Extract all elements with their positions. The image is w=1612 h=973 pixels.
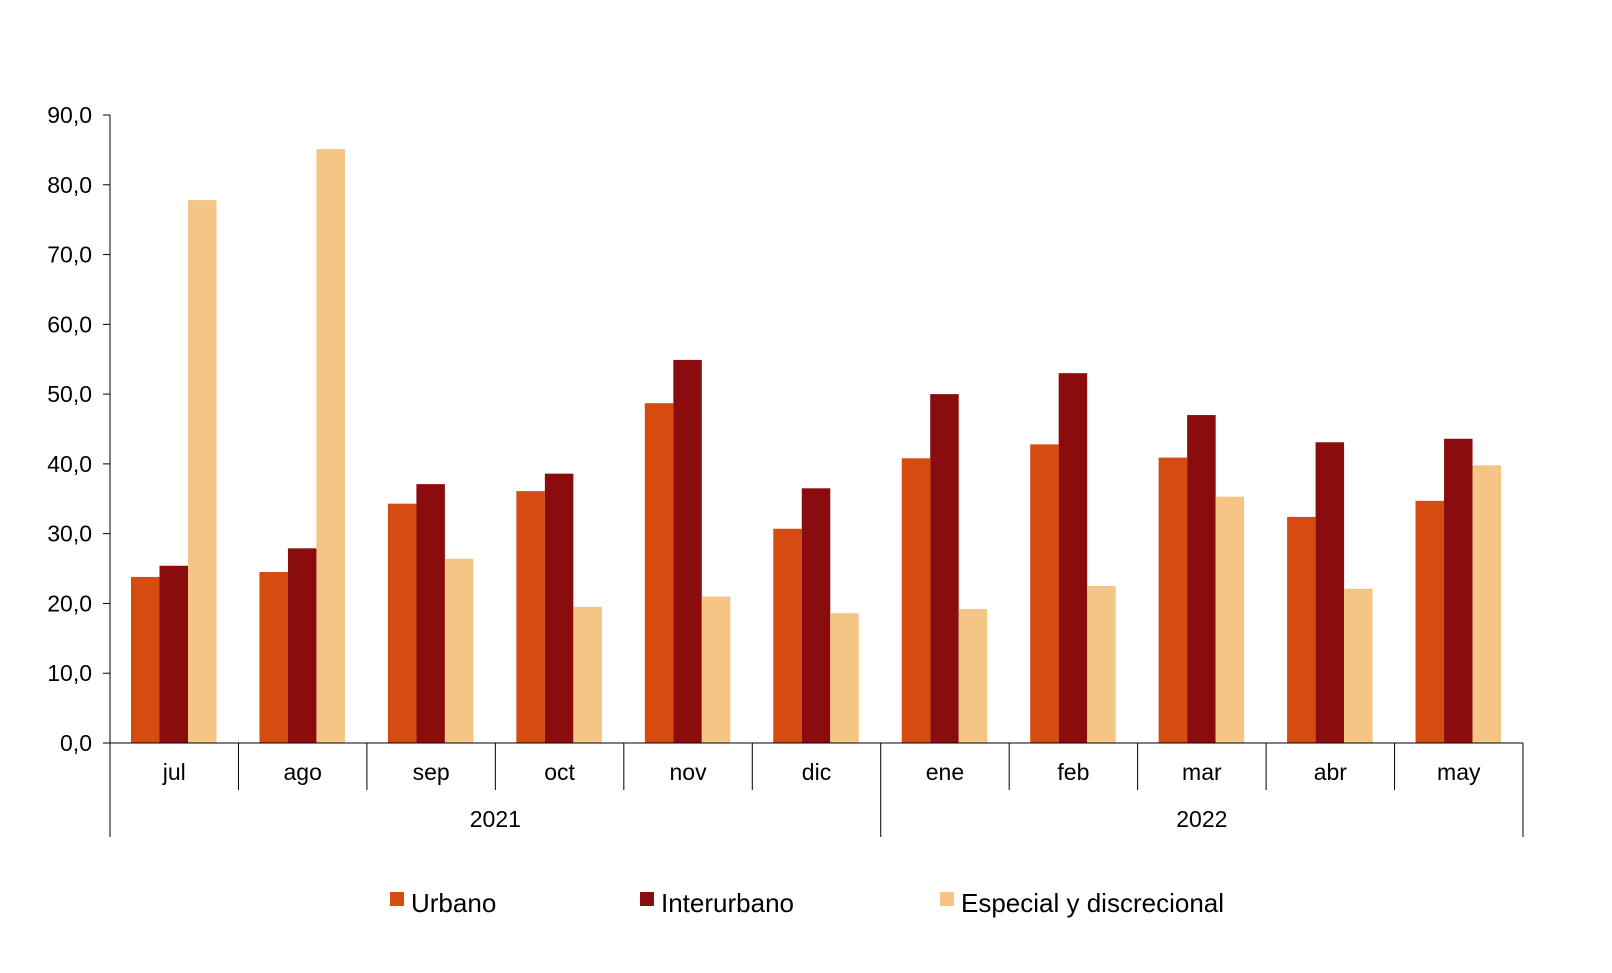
bar-urbano bbox=[1030, 444, 1059, 743]
bar-urbano bbox=[259, 572, 288, 743]
y-tick-label: 20,0 bbox=[47, 590, 92, 616]
y-tick-label: 40,0 bbox=[47, 451, 92, 477]
bar-especial-y-discrecional bbox=[958, 609, 988, 743]
legend-item-interurbano-label: Interurbano bbox=[661, 888, 794, 918]
x-category-label: oct bbox=[544, 759, 575, 785]
y-tick-label: 10,0 bbox=[47, 660, 92, 686]
bar-urbano bbox=[1287, 516, 1316, 743]
bar-urbano bbox=[644, 403, 674, 743]
bar-urbano bbox=[1158, 457, 1188, 743]
bar-especial-y-discrecional bbox=[1344, 588, 1373, 743]
legend: Urbano Interurbano Especial y discrecional bbox=[390, 888, 1224, 918]
bar-interurbano bbox=[1444, 438, 1473, 743]
bar-urbano bbox=[387, 503, 417, 743]
bar-urbano bbox=[516, 491, 545, 743]
bar-interurbano bbox=[930, 394, 959, 743]
bar-especial-y-discrecional bbox=[1472, 465, 1502, 743]
x-category-label: sep bbox=[413, 759, 450, 785]
y-tick-label: 60,0 bbox=[47, 311, 92, 337]
legend-item-especial-y-discrecional-label: Especial y discrecional bbox=[961, 888, 1224, 918]
y-tick-label: 90,0 bbox=[47, 102, 92, 128]
legend-item-urbano-swatch bbox=[390, 892, 404, 906]
y-tick-label: 70,0 bbox=[47, 242, 92, 268]
y-tick-label: 30,0 bbox=[47, 521, 92, 547]
legend-item-urbano-label: Urbano bbox=[411, 888, 496, 918]
x-category-label: feb bbox=[1057, 759, 1089, 785]
bar-urbano bbox=[1415, 500, 1445, 743]
bar-interurbano bbox=[801, 488, 831, 743]
y-axis: 0,0 10,0 20,0 30,0 40,0 50,0 60,0 70,0 80,0 90,0 bbox=[47, 102, 111, 756]
y-tick-label: 80,0 bbox=[47, 172, 92, 198]
x-category-label: abr bbox=[1314, 759, 1348, 785]
bar-interurbano bbox=[287, 548, 317, 743]
x-axis: jul ago sep oct nov dic ene feb mar abr may 2021 202… bbox=[109, 742, 1524, 837]
x-category-label: jul bbox=[162, 759, 186, 785]
bar-especial-y-discrecional bbox=[573, 606, 602, 743]
bar-especial-y-discrecional bbox=[1215, 496, 1245, 743]
bar-especial-y-discrecional bbox=[830, 613, 859, 743]
x-category-label: dic bbox=[802, 759, 831, 785]
bar-interurbano bbox=[416, 484, 445, 743]
bar-especial-y-discrecional bbox=[701, 596, 731, 743]
bar-interurbano bbox=[1315, 442, 1345, 743]
bar-interurbano bbox=[544, 473, 574, 743]
x-category-label: nov bbox=[669, 759, 707, 785]
bar-urbano bbox=[131, 576, 160, 743]
x-category-label: ago bbox=[283, 759, 321, 785]
x-category-label: may bbox=[1437, 759, 1481, 785]
legend-item-interurbano-swatch bbox=[640, 892, 654, 906]
bar-especial-y-discrecional bbox=[444, 558, 474, 743]
bars bbox=[131, 149, 1502, 744]
y-tick-label: 0,0 bbox=[60, 730, 92, 756]
x-group-label: 2022 bbox=[1176, 806, 1227, 832]
x-group-label: 2021 bbox=[470, 806, 521, 832]
bar-urbano bbox=[773, 528, 802, 743]
bar-urbano bbox=[901, 458, 931, 743]
bar-especial-y-discrecional bbox=[1087, 586, 1116, 743]
y-tick-label: 50,0 bbox=[47, 381, 92, 407]
legend-item-especial-y-discrecional-swatch bbox=[940, 892, 954, 906]
bar-interurbano bbox=[673, 359, 702, 743]
x-category-label: mar bbox=[1182, 759, 1222, 785]
x-category-label: ene bbox=[926, 759, 964, 785]
bar-interurbano bbox=[1058, 373, 1088, 743]
bar-especial-y-discrecional bbox=[316, 149, 345, 744]
bar-interurbano bbox=[159, 565, 188, 743]
bar-interurbano bbox=[1187, 415, 1216, 743]
bar-especial-y-discrecional bbox=[188, 200, 217, 743]
